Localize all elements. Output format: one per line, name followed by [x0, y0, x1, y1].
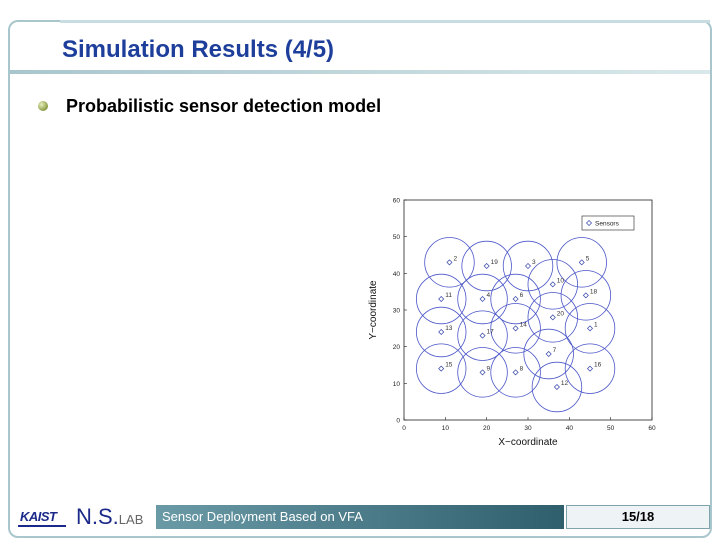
coverage-circle — [490, 303, 541, 354]
sensor-label: 3 — [532, 259, 536, 266]
legend-marker — [586, 220, 592, 226]
bullet-icon — [38, 101, 48, 111]
sensor-label: 17 — [487, 329, 495, 336]
top-strip — [60, 20, 710, 23]
sensor-marker — [545, 351, 552, 357]
coverage-circle — [415, 306, 467, 358]
sensor-marker — [479, 296, 486, 302]
y-tick-label: 60 — [393, 198, 401, 205]
y-tick-label: 40 — [393, 271, 401, 278]
coverage-circle — [457, 310, 508, 361]
coverage-circle — [527, 292, 578, 343]
coverage-circle — [502, 240, 554, 292]
sensor-marker — [587, 325, 593, 332]
sensor-label: 14 — [520, 321, 528, 328]
sensor-label: 11 — [445, 292, 452, 299]
nslab-sub: LAB — [118, 512, 144, 527]
coverage-circle — [523, 328, 574, 380]
sensor-label: 9 — [487, 365, 491, 372]
coverage-circle — [461, 240, 512, 292]
sensor-label: 20 — [557, 310, 565, 317]
sensor-marker — [512, 369, 519, 376]
sensor-label: 1 — [594, 321, 598, 328]
sensor-marker — [549, 314, 556, 321]
sensor-marker — [553, 384, 560, 390]
sensor-marker — [446, 259, 453, 266]
logo-underline — [18, 525, 66, 527]
x-tick-label: 30 — [524, 425, 532, 432]
sensor-label: 4 — [487, 292, 491, 299]
page-number: 15/18 — [566, 505, 710, 529]
coverage-circle — [490, 273, 541, 325]
y-axis-label: Y−coordinate — [368, 280, 379, 340]
nslab-logo: N.S.LAB — [76, 504, 143, 530]
sensor-label: 6 — [520, 292, 524, 299]
x-tick-label: 40 — [566, 425, 574, 432]
sensor-label: 12 — [561, 380, 569, 387]
sensor-label: 2 — [453, 255, 457, 262]
sensor-marker — [512, 325, 519, 332]
coverage-circle — [457, 273, 508, 325]
footer: KAIST N.S.LAB Sensor Deployment Based on… — [10, 503, 710, 532]
y-tick-label: 20 — [393, 344, 401, 351]
x-axis-label: X−coordinate — [498, 437, 558, 448]
coverage-circle — [531, 361, 583, 413]
sensor-marker — [587, 365, 593, 372]
sensor-marker — [438, 329, 445, 335]
y-tick-label: 50 — [393, 234, 401, 241]
x-tick-label: 10 — [442, 425, 450, 432]
y-tick-label: 0 — [396, 418, 400, 425]
y-tick-label: 10 — [393, 381, 401, 388]
axes-box — [403, 199, 653, 421]
sensor-marker — [549, 281, 556, 288]
coverage-circle — [556, 237, 607, 288]
coverage-circle — [457, 347, 508, 398]
coverage-circle — [560, 270, 612, 321]
sensor-marker — [578, 259, 585, 266]
coverage-circle — [424, 237, 475, 288]
sensor-marker — [479, 369, 486, 376]
coverage-circle — [415, 343, 467, 394]
footer-caption: Sensor Deployment Based on VFA — [156, 505, 564, 529]
y-tick-label: 30 — [393, 308, 401, 315]
x-tick-label: 20 — [483, 425, 491, 432]
title-divider — [10, 70, 710, 74]
sensor-label: 19 — [491, 259, 499, 266]
sensor-marker — [512, 296, 519, 302]
bullet-text: Probabilistic sensor detection model — [66, 96, 382, 116]
sensor-label: 5 — [586, 255, 590, 262]
sensor-label: 10 — [557, 277, 565, 284]
sensor-marker — [483, 263, 490, 269]
x-tick-label: 50 — [607, 425, 615, 432]
coverage-circle — [564, 303, 616, 354]
coverage-circle — [564, 343, 616, 394]
sensor-label: 13 — [445, 325, 453, 332]
slide-title: Simulation Results (4/5) — [62, 36, 335, 63]
coverage-circle — [490, 347, 541, 398]
coverage-circle — [415, 273, 467, 325]
sensor-label: 18 — [590, 288, 598, 295]
x-tick-label: 60 — [648, 425, 656, 432]
sensor-marker — [438, 365, 445, 372]
legend-label: Sensors — [595, 221, 620, 228]
sensor-label: 8 — [520, 365, 524, 372]
kaist-logo: KAIST — [20, 509, 57, 524]
sensor-marker — [438, 296, 445, 302]
nslab-text: N.S. — [76, 504, 119, 529]
x-tick-label: 0 — [402, 425, 406, 432]
sensor-label: 7 — [553, 347, 557, 354]
sensor-label: 15 — [445, 362, 453, 369]
sensor-label: 16 — [594, 362, 602, 369]
coverage-circle — [527, 259, 578, 310]
sensor-marker — [525, 263, 531, 269]
sensor-marker — [582, 292, 589, 299]
legend-box — [581, 215, 635, 231]
sensor-marker — [479, 332, 486, 339]
